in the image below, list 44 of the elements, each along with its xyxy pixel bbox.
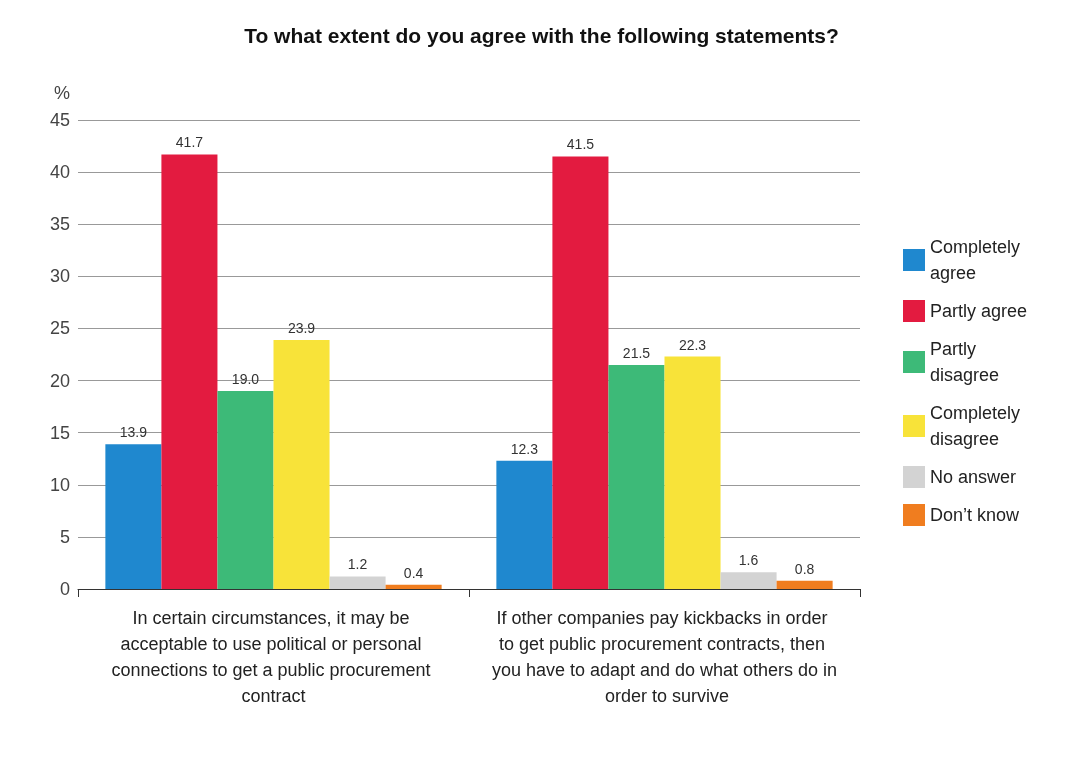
bar	[496, 460, 553, 589]
chart-title: To what extent do you agree with the following statements?	[244, 24, 839, 47]
legend-label: Partly agree	[930, 301, 1028, 321]
legend-label: No answer	[930, 467, 1017, 487]
data-label: 1.2	[347, 556, 368, 573]
y-tick-label: 45	[49, 110, 70, 130]
y-tick-label: 35	[49, 214, 70, 235]
y-tick-label: 5	[59, 526, 70, 547]
data-label: 41.5	[566, 136, 595, 153]
bar	[552, 156, 609, 589]
legend-label: Partly disagree	[930, 339, 1000, 385]
bar	[217, 390, 274, 589]
data-label: 19.0	[231, 370, 260, 387]
y-tick-label: 20	[49, 370, 70, 391]
data-label: 21.5	[622, 344, 651, 361]
bar	[161, 154, 218, 589]
bar	[776, 580, 833, 589]
y-tick-label: 15	[49, 422, 70, 443]
bar	[608, 364, 665, 589]
y-tick-label: 40	[49, 162, 70, 183]
bar	[385, 584, 442, 589]
x-tick-label: In certain circumstances, it may be acceptable to use political or personal connections to get a public procurement contract	[111, 608, 436, 706]
data-label: 41.7	[175, 134, 204, 151]
y-tick-label: 10	[49, 474, 70, 495]
data-label: 23.9	[287, 319, 316, 336]
data-label: 0.8	[794, 560, 815, 577]
y-tick-label: 25	[49, 318, 70, 339]
bar	[664, 356, 721, 589]
y-axis-title: %	[53, 83, 70, 103]
legend-label: Completely agree	[930, 237, 1026, 283]
legend-label: Don’t know	[930, 505, 1021, 525]
bar	[329, 576, 386, 589]
bar	[720, 572, 777, 589]
data-label: 13.9	[119, 424, 148, 441]
x-tick-label: If other companies pay kickbacks in order to get public procurement contracts, then you have to adapt and do what others do in order to survive	[491, 608, 838, 706]
data-label: 22.3	[678, 336, 707, 353]
y-tick-label: 30	[49, 266, 70, 287]
bar	[273, 339, 330, 589]
data-label: 1.6	[738, 552, 759, 569]
data-label: 0.4	[403, 564, 424, 581]
bar	[105, 444, 162, 589]
y-tick-label: 0	[59, 579, 70, 599]
data-label: 12.3	[510, 440, 539, 457]
legend-label: Completely disagree	[930, 403, 1026, 449]
